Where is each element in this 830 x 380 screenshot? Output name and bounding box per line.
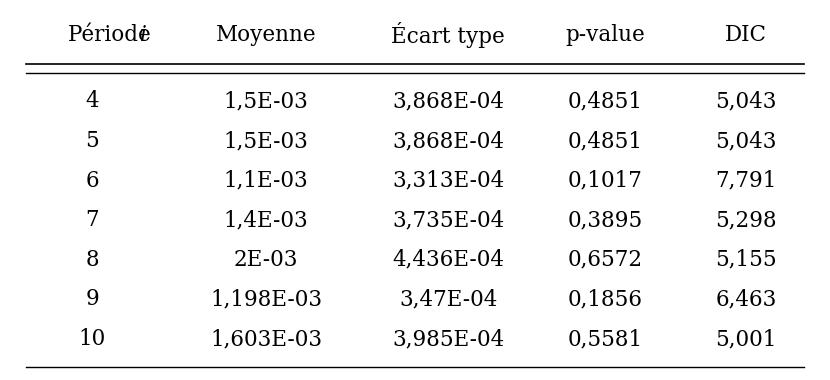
Text: Période: Période [67,24,157,46]
Text: 4: 4 [85,90,100,112]
Text: 1,4E-03: 1,4E-03 [224,209,309,231]
Text: 7: 7 [85,209,100,231]
Text: 1,603E-03: 1,603E-03 [210,328,322,350]
Text: 10: 10 [79,328,106,350]
Text: 5,298: 5,298 [715,209,777,231]
Text: 3,47E-04: 3,47E-04 [399,288,497,310]
Text: 1,1E-03: 1,1E-03 [224,169,309,192]
Text: 5,001: 5,001 [715,328,777,350]
Text: 2E-03: 2E-03 [234,249,298,271]
Text: 0,5581: 0,5581 [568,328,642,350]
Text: Écart type: Écart type [391,22,505,48]
Text: 1,5E-03: 1,5E-03 [223,90,309,112]
Text: 0,3895: 0,3895 [568,209,643,231]
Text: 0,4851: 0,4851 [568,130,642,152]
Text: 0,1856: 0,1856 [568,288,642,310]
Text: 3,868E-04: 3,868E-04 [392,90,504,112]
Text: 5,155: 5,155 [715,249,777,271]
Text: 3,313E-04: 3,313E-04 [392,169,504,192]
Text: 3,868E-04: 3,868E-04 [392,130,504,152]
Text: 8: 8 [85,249,100,271]
Text: 1,198E-03: 1,198E-03 [210,288,322,310]
Text: 3,735E-04: 3,735E-04 [392,209,504,231]
Text: p-value: p-value [565,24,645,46]
Text: 7,791: 7,791 [715,169,777,192]
Text: 0,6572: 0,6572 [568,249,642,271]
Text: 3,985E-04: 3,985E-04 [392,328,504,350]
Text: DIC: DIC [725,24,767,46]
Text: 0,4851: 0,4851 [568,90,642,112]
Text: 1,5E-03: 1,5E-03 [223,130,309,152]
Text: 4,436E-04: 4,436E-04 [392,249,504,271]
Text: 5,043: 5,043 [715,90,777,112]
Text: 5: 5 [85,130,100,152]
Text: i: i [140,24,147,46]
Text: Moyenne: Moyenne [216,24,316,46]
Text: 6,463: 6,463 [715,288,777,310]
Text: 9: 9 [85,288,100,310]
Text: 0,1017: 0,1017 [568,169,642,192]
Text: 5,043: 5,043 [715,130,777,152]
Text: 6: 6 [85,169,100,192]
